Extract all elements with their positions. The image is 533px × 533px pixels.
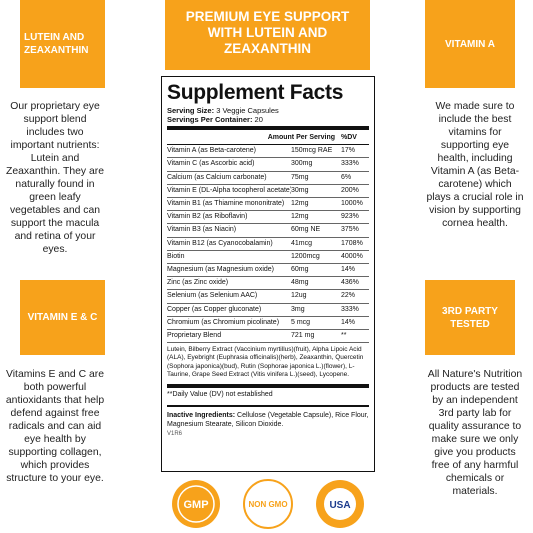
daily-value: 6% — [341, 173, 352, 181]
side-text: We made sure to include the best vitamin… — [426, 101, 524, 229]
facts-row: Copper (as Copper gluconate) 3mg 333% — [167, 304, 369, 317]
amount: 12mg — [291, 200, 309, 208]
inactive-text: Cellulose (Vegetable Capsule), Rice Flou… — [167, 412, 369, 429]
daily-value: 436% — [341, 279, 359, 287]
side-heading: VITAMIN E & C — [20, 280, 105, 355]
daily-value: 22% — [341, 292, 356, 300]
supplement-facts: Supplement Facts Serving Size: 3 Veggie … — [161, 76, 375, 472]
facts-row: Magnesium (as Magnesium oxide) 60mg 14% — [167, 264, 369, 278]
facts-row: Selenium (as Selenium AAC) 12ug 22% — [167, 290, 369, 304]
nutrient: Copper (as Copper gluconate) — [167, 305, 262, 313]
nutrient: Vitamin A (as Beta-carotene) — [167, 147, 256, 155]
nutrient: Vitamin E (DL-Alpha tocopherol acetate) — [167, 186, 291, 194]
amount: 300mg — [291, 160, 313, 168]
daily-value: 14% — [341, 318, 356, 326]
amount: 12mg — [291, 213, 309, 221]
nutrient: Calcium (as Calcium carbonate) — [167, 173, 267, 181]
daily-value: 14% — [341, 266, 356, 274]
badge-circle — [243, 479, 293, 529]
facts-row: Vitamin E (DL-Alpha tocopherol acetate) 3… — [167, 185, 369, 199]
daily-value: 333% — [341, 160, 359, 168]
nutrient: Chromium (as Chromium picolinate) — [167, 318, 280, 326]
side-heading: VITAMIN A — [425, 0, 515, 88]
side-heading: LUTEIN AND ZEAXANTHIN — [20, 0, 105, 88]
amount: 60mg — [291, 266, 309, 274]
daily-value: 923% — [341, 213, 359, 221]
badge-label: GMP — [183, 499, 208, 511]
badge-label: USA — [329, 500, 350, 511]
side-text: All Nature's Nutrition products are test… — [427, 369, 523, 497]
divider — [167, 405, 369, 408]
badges: GMP NON GMO USA — [172, 479, 364, 529]
dv-header: %DV — [341, 134, 357, 141]
amount: 5 mcg — [291, 318, 311, 326]
daily-value: 333% — [341, 305, 359, 313]
badge-label: NON GMO — [248, 500, 287, 509]
nutrient: Vitamin B12 (as Cyanocobalamin) — [167, 239, 273, 247]
daily-value: ** — [341, 332, 347, 340]
facts-row: Vitamin B2 (as Riboflavin) 12mg 923% — [167, 211, 369, 225]
nutrient: Vitamin C (as Ascorbic acid) — [167, 160, 255, 168]
side-heading: 3RD PARTY TESTED — [425, 280, 515, 355]
facts-row: Zinc (as Zinc oxide) 48mg 436% — [167, 277, 369, 291]
header-row: Amount Per Serving %DV — [167, 132, 369, 146]
amount: 75mg — [291, 173, 309, 181]
nutrient: Magnesium (as Magnesium oxide) — [167, 266, 274, 274]
inactive-label: Inactive Ingredients: — [167, 412, 236, 420]
facts-title: Supplement Facts — [167, 81, 344, 104]
facts-row: Chromium (as Chromium picolinate) 5 mcg 14… — [167, 317, 369, 331]
facts-row: Biotin 1200mcg 4000% — [167, 251, 369, 265]
amount: 41mcg — [291, 239, 313, 247]
facts-row: Calcium (as Calcium carbonate) 75mg 6% — [167, 172, 369, 185]
badge-inner — [324, 488, 356, 520]
badge-ring — [177, 485, 215, 523]
nutrient: Proprietary Blend — [167, 332, 222, 340]
daily-value: 200% — [341, 186, 359, 194]
nutrient: Zinc (as Zinc oxide) — [167, 279, 229, 287]
divider — [167, 384, 369, 389]
facts-row: Vitamin B1 (as Thiamine mononitrate) 12mg… — [167, 198, 369, 212]
rows: Vitamin A (as Beta-carotene) 150mcg RAE 17… — [167, 145, 369, 344]
daily-value: 375% — [341, 226, 359, 234]
servings: 20 — [254, 115, 263, 124]
footnote: **Daily Value (DV) not established — [167, 391, 273, 399]
amount: 150mcg RAE — [291, 147, 333, 155]
facts-row: Vitamin B3 (as Niacin) 60mg NE 375% — [167, 224, 369, 238]
amount: 721 mg — [291, 332, 315, 340]
amount: 30mg — [291, 186, 309, 194]
amount: 1200mcg — [291, 252, 320, 260]
facts-row: Proprietary Blend 721 mg ** — [167, 330, 369, 344]
code: V1R6 — [167, 431, 183, 438]
nutrient: Vitamin B3 (as Niacin) — [167, 226, 237, 234]
daily-value: 1000% — [341, 200, 363, 208]
servings-label: Servings Per Container: — [167, 115, 253, 124]
facts-row: Vitamin A (as Beta-carotene) 150mcg RAE 17… — [167, 145, 369, 159]
daily-value: 17% — [341, 147, 356, 155]
blend-text: Lutein, Bilberry Extract (Vaccinium myrt… — [167, 346, 364, 378]
serving-size-label: Serving Size: — [167, 106, 215, 115]
side-text: Our proprietary eye support blend includ… — [5, 101, 104, 255]
facts-row: Vitamin C (as Ascorbic acid) 300mg 333% — [167, 158, 369, 172]
nutrient: Vitamin B1 (as Thiamine mononitrate) — [167, 200, 285, 208]
non-gmo-badge: NON GMO — [243, 479, 293, 529]
gmp-badge: GMP — [172, 480, 220, 528]
nutrient: Biotin — [167, 252, 185, 260]
amount: 3mg — [291, 305, 305, 313]
divider — [167, 126, 369, 130]
banner: PREMIUM EYE SUPPORT WITH LUTEIN AND ZEAX… — [165, 0, 370, 70]
daily-value: 1708% — [341, 239, 363, 247]
amount: 48mg — [291, 279, 309, 287]
amount: 12ug — [291, 292, 307, 300]
serving-size: 3 Veggie Capsules — [216, 106, 279, 115]
side-text: Vitamins E and C are both powerful antio… — [5, 369, 105, 484]
nutrient: Selenium (as Selenium AAC) — [167, 292, 258, 300]
nutrient: Vitamin B2 (as Riboflavin) — [167, 213, 248, 221]
daily-value: 4000% — [341, 252, 363, 260]
badge-circle — [172, 480, 220, 528]
usa-badge: USA — [316, 480, 364, 528]
facts-row: Vitamin B12 (as Cyanocobalamin) 41mcg 1708… — [167, 238, 369, 251]
amount-header: Amount Per Serving — [267, 134, 335, 141]
amount: 60mg NE — [291, 226, 321, 234]
